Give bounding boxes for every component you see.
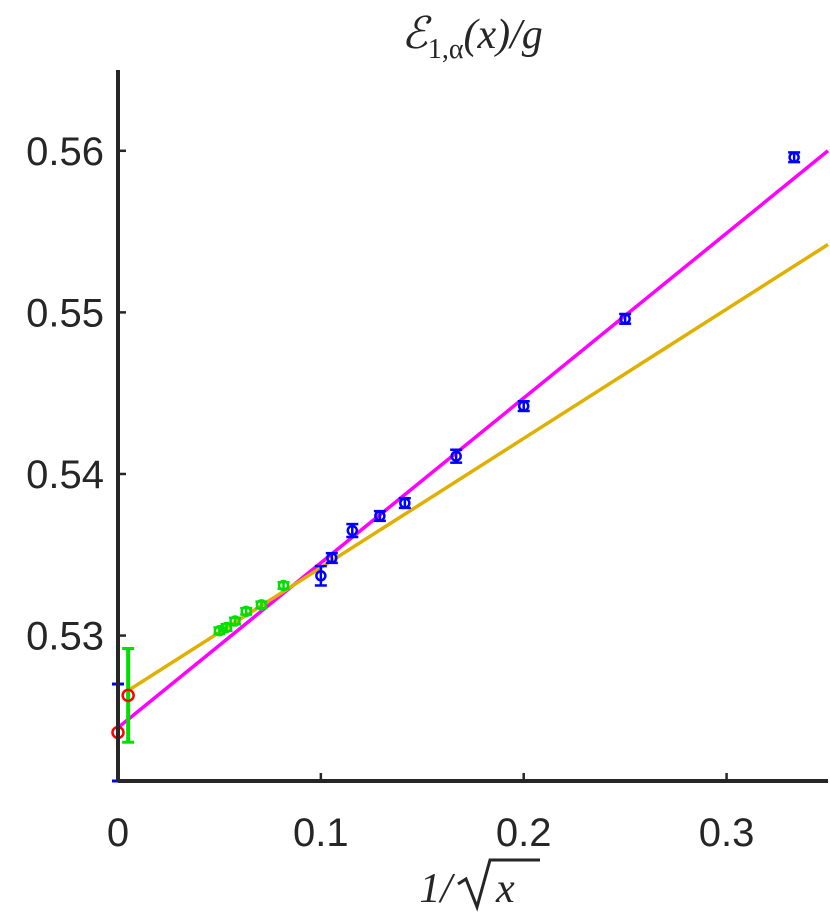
data-point — [229, 615, 241, 627]
chart-title: ℰ1,α(x)/g — [401, 9, 543, 65]
data-points — [213, 151, 801, 637]
data-point — [315, 570, 327, 582]
series-2 — [213, 579, 290, 637]
data-point — [374, 510, 386, 522]
fit-lines — [116, 149, 830, 730]
plot-area — [111, 149, 830, 783]
title-symbol: ℰ — [401, 9, 432, 58]
data-point — [788, 151, 800, 164]
data-point — [277, 579, 290, 592]
data-point — [326, 552, 338, 564]
x-tick-label: 0.2 — [496, 811, 552, 855]
x-ticks: 0 0.1 0.2 0.3 — [107, 773, 755, 855]
title-rest: (x)/g — [464, 12, 543, 58]
data-point — [346, 524, 359, 537]
extrapolations — [111, 646, 135, 783]
extrapolation-2 — [121, 646, 135, 744]
title-subscript: 1,α — [428, 34, 464, 65]
x-tick-label: 0.1 — [293, 811, 349, 855]
x-axis-label: 1/ x — [419, 858, 540, 912]
fit-line-1 — [116, 149, 830, 730]
data-point — [240, 605, 252, 618]
y-tick-label: 0.56 — [26, 130, 104, 174]
data-point — [619, 313, 631, 325]
y-tick-label: 0.53 — [26, 615, 104, 659]
data-point — [255, 599, 268, 611]
y-tick-label: 0.55 — [26, 291, 104, 335]
data-point — [213, 624, 226, 637]
y-tick-label: 0.54 — [26, 453, 104, 497]
series-1 — [314, 151, 801, 587]
data-point — [399, 497, 411, 509]
x-tick-label: 0.3 — [699, 811, 755, 855]
x-tick-label: 0 — [107, 811, 129, 855]
data-point — [450, 450, 462, 462]
data-point — [517, 400, 530, 412]
extrapolation-point — [121, 688, 135, 703]
x-axis-label-prefix: 1/ — [419, 866, 455, 912]
sqrt-sign — [457, 858, 540, 912]
y-ticks: 0.53 0.54 0.55 0.56 — [26, 130, 126, 659]
x-axis-label-radicand: x — [495, 866, 515, 912]
